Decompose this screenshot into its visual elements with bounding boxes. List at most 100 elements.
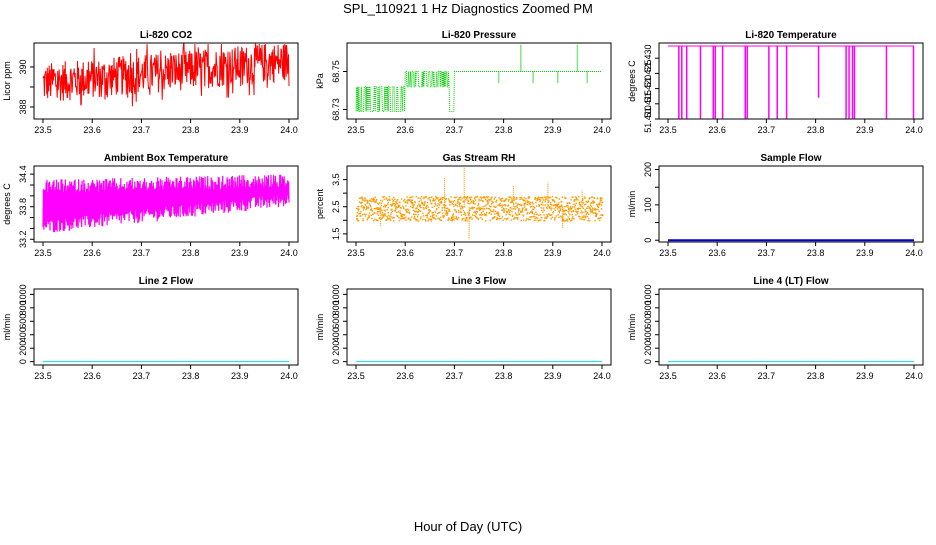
rh-point [360, 215, 362, 217]
rh-point [440, 201, 443, 204]
rh-point [551, 207, 553, 209]
rh-point [542, 197, 544, 199]
rh-point [393, 217, 395, 219]
rh-point [508, 211, 511, 213]
rh-point [519, 196, 521, 199]
rh-point [586, 201, 589, 204]
rh-point [415, 219, 417, 221]
rh-point [381, 211, 384, 214]
rh-point [371, 210, 374, 212]
rh-point [585, 217, 587, 219]
x-tick-label: 23.9 [544, 248, 562, 258]
rh-point [468, 196, 470, 199]
rh-point [566, 202, 569, 205]
rh-point [517, 213, 520, 216]
rh-point [511, 214, 514, 216]
rh-point [599, 199, 602, 201]
rh-point [439, 211, 441, 213]
rh-point [431, 215, 433, 217]
y-tick-label: 0 [331, 359, 341, 364]
rh-point [496, 199, 498, 202]
rh-point [442, 196, 445, 199]
panel-title: Ambient Box Temperature [104, 153, 229, 164]
rh-point [578, 196, 580, 198]
rh-point [366, 207, 368, 210]
rh-point [450, 196, 452, 198]
rh-point [370, 209, 372, 211]
rh-point [504, 204, 507, 206]
rh-point [460, 211, 463, 214]
rh-point [428, 212, 430, 214]
rh-point [425, 196, 428, 198]
rh-point [517, 217, 519, 219]
rh-point [361, 199, 364, 201]
rh-point [372, 198, 374, 201]
rh-point [573, 200, 576, 202]
rh-point [555, 196, 557, 198]
rh-point [382, 205, 385, 208]
rh-point [536, 199, 538, 202]
rh-point [433, 200, 436, 202]
rh-point [487, 201, 490, 203]
rh-point [401, 213, 403, 216]
rh-point [428, 209, 430, 211]
rh-point [443, 209, 446, 211]
rh-point [387, 203, 389, 205]
plot-frame [346, 42, 612, 120]
rh-point [403, 217, 405, 219]
rh-point [488, 208, 490, 210]
x-tick-label: 23.9 [231, 248, 249, 258]
x-tick-label: 24.0 [905, 248, 923, 258]
rh-point [449, 204, 451, 206]
rh-point [473, 211, 475, 214]
rh-point [477, 217, 479, 219]
plot-frame [658, 165, 924, 243]
rh-point [380, 202, 382, 204]
rh-point [469, 197, 471, 199]
rh-point [504, 205, 507, 207]
rh-point [490, 213, 493, 215]
rh-point [387, 217, 389, 219]
rh-point [582, 207, 585, 209]
rh-point [510, 201, 512, 204]
rh-point [542, 204, 544, 206]
rh-point [457, 217, 460, 219]
rh-point [438, 200, 440, 202]
rh-point [563, 220, 566, 222]
rh-point [456, 196, 458, 198]
rh-point [504, 199, 507, 201]
rh-point [447, 219, 449, 221]
y-tick-label: 68.75 [331, 60, 341, 83]
rh-point [531, 211, 534, 213]
rh-point [462, 218, 464, 220]
rh-point [472, 200, 474, 202]
rh-point [423, 204, 425, 207]
pressure-line [355, 71, 602, 112]
rh-point [571, 211, 573, 213]
rh-point [492, 201, 494, 204]
rh-point [551, 216, 553, 218]
rh-point [391, 198, 394, 200]
rh-point [398, 219, 401, 222]
rh-point [521, 209, 524, 211]
rh-point [446, 213, 449, 215]
rh-point [422, 218, 424, 221]
rh-point [392, 201, 394, 203]
rh-point [537, 217, 539, 219]
x-tick-label: 24.0 [905, 371, 923, 381]
y-axis-label: ml/min [627, 191, 637, 218]
rh-point [466, 218, 468, 220]
rh-point [529, 203, 531, 206]
rh-point [571, 219, 573, 221]
rh-point [396, 202, 398, 205]
rh-point [531, 201, 534, 203]
rh-point [406, 196, 408, 198]
rh-point [515, 217, 518, 219]
rh-point [535, 219, 537, 221]
rh-point [596, 203, 598, 206]
rh-point [589, 219, 591, 222]
rh-point [448, 218, 450, 220]
rh-point [509, 209, 511, 212]
rh-point [489, 205, 491, 207]
x-tick-label: 23.6 [83, 125, 101, 135]
